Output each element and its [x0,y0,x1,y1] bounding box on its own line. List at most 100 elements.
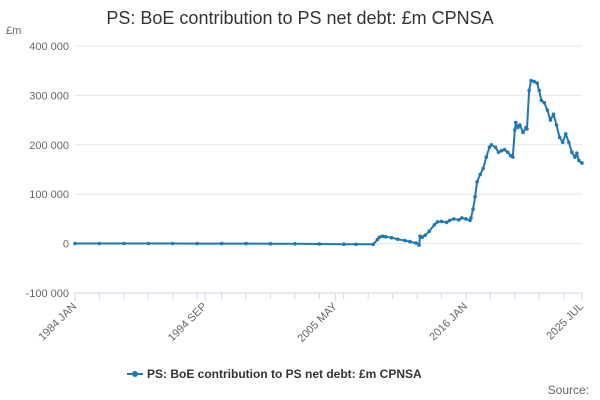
legend[interactable]: PS: BoE contribution to PS net debt: £m … [127,367,422,381]
data-point[interactable] [432,223,437,227]
data-point[interactable] [575,151,579,155]
data-point[interactable] [548,118,553,122]
data-point[interactable] [473,194,477,199]
data-point[interactable] [219,241,224,246]
data-point[interactable] [444,220,449,225]
data-point[interactable] [464,217,468,221]
data-point[interactable] [539,98,544,103]
data-point[interactable] [573,155,577,159]
data-point[interactable] [395,237,400,241]
data-point[interactable] [514,120,518,125]
data-point[interactable] [484,155,489,159]
data-point[interactable] [513,128,517,132]
x-axis-ticks: 1984 JAN 1994 SEP 2005 MAY 2016 JAN 2025 JUL [36,293,586,345]
data-point[interactable] [439,219,444,224]
data-point[interactable] [195,241,199,246]
x-tick-label: 2005 MAY [296,300,341,345]
data-point[interactable] [377,235,382,239]
legend-label[interactable]: PS: BoE contribution to PS net debt: £m … [147,367,422,381]
source-label: Source: [548,383,589,397]
data-point[interactable] [447,218,452,223]
data-point[interactable] [73,241,77,246]
data-point[interactable] [471,207,475,211]
data-point[interactable] [435,220,440,224]
data-point[interactable] [545,108,550,112]
data-point[interactable] [529,78,533,83]
data-point[interactable] [403,238,407,243]
data-point[interactable] [146,241,151,246]
data-point[interactable] [408,239,412,244]
data-point[interactable] [481,166,486,171]
data-point[interactable] [560,140,565,145]
data-point[interactable] [417,243,421,247]
data-point[interactable] [268,241,273,246]
data-point[interactable] [478,172,483,177]
data-point[interactable] [423,233,428,237]
data-point[interactable] [457,218,461,222]
data-point[interactable] [317,242,322,246]
series-points[interactable] [73,78,584,247]
y-axis-label: £m [6,25,21,37]
data-point[interactable] [427,229,432,234]
data-point[interactable] [502,147,507,152]
data-point[interactable] [580,161,584,165]
y-tick-label: 300 000 [29,90,69,102]
data-point[interactable] [532,79,536,84]
data-point[interactable] [383,234,388,239]
data-point[interactable] [371,242,376,247]
x-tick-label: 1984 JAN [36,301,79,344]
data-point[interactable] [518,123,522,127]
data-point[interactable] [420,235,425,239]
data-point[interactable] [493,145,498,150]
data-point[interactable] [414,241,418,245]
data-point[interactable] [97,241,102,246]
data-point[interactable] [521,130,525,135]
x-tick-label: 2025 JUL [544,301,586,343]
data-point[interactable] [505,150,510,154]
data-point[interactable] [496,150,501,154]
data-point[interactable] [511,155,515,159]
data-point[interactable] [451,217,456,221]
data-point[interactable] [542,101,547,105]
data-point[interactable] [487,145,492,150]
x-tick-label: 2016 JAN [427,301,470,344]
y-tick-label: -100 000 [26,288,69,300]
data-point[interactable] [563,132,568,136]
y-tick-label: 400 000 [29,41,69,53]
data-point[interactable] [557,135,562,140]
data-point[interactable] [489,143,494,147]
data-point[interactable] [122,241,126,246]
data-point[interactable] [516,125,520,130]
series-line[interactable] [75,79,583,247]
data-point[interactable] [535,81,539,85]
data-point[interactable] [170,241,175,246]
data-point[interactable] [342,242,346,246]
data-point[interactable] [293,242,297,246]
data-point[interactable] [525,127,529,131]
data-point[interactable] [567,140,571,145]
y-axis-ticks: -100 000 0 100 000 200 000 300 000 400 000 [26,41,69,300]
data-point[interactable] [527,88,531,93]
data-point[interactable] [375,237,380,242]
data-point[interactable] [354,242,358,247]
chart-title: PS: BoE contribution to PS net debt: £m … [106,8,494,28]
y-tick-label: 100 000 [29,189,69,201]
grid-lines [75,45,582,294]
legend-symbol-marker [132,371,138,377]
data-point[interactable] [499,148,504,153]
data-point[interactable] [460,216,464,220]
data-point[interactable] [389,235,394,240]
data-point[interactable] [570,150,574,154]
x-tick-label: 1994 SEP [166,301,210,345]
data-point[interactable] [537,88,541,93]
data-point[interactable] [244,241,248,246]
data-point[interactable] [577,158,581,163]
data-point[interactable] [380,234,385,238]
data-point[interactable] [551,112,556,116]
y-tick-label: 200 000 [29,140,69,152]
data-point[interactable] [475,180,479,184]
y-tick-label: 0 [63,239,69,251]
data-point[interactable] [469,216,473,220]
data-point[interactable] [554,123,559,127]
